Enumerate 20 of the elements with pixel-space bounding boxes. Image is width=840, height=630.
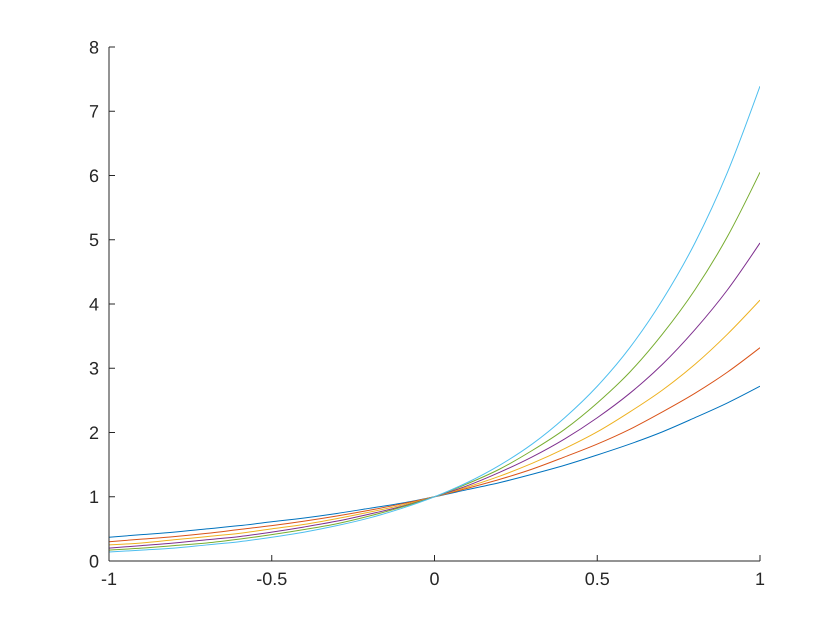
y-tick-label: 3 — [88, 358, 99, 379]
y-tick-label: 8 — [88, 37, 99, 58]
line-series — [109, 300, 760, 546]
x-tick-label: 0.5 — [584, 568, 610, 589]
x-tick-label: -0.5 — [256, 568, 288, 589]
line-series — [109, 172, 760, 551]
x-tick-label: -1 — [100, 568, 118, 589]
y-tick-label: 4 — [88, 294, 99, 314]
y-tick-label: 6 — [88, 166, 99, 186]
line-series — [109, 242, 760, 549]
y-tick-label: 7 — [88, 102, 99, 122]
y-tick-label: 0 — [88, 551, 99, 572]
y-tick-label: 5 — [88, 230, 99, 250]
y-tick-label: 1 — [88, 487, 99, 508]
line-series — [109, 386, 760, 538]
line-series — [109, 347, 760, 542]
x-tick-label: 1 — [754, 568, 766, 589]
y-tick-label: 2 — [88, 422, 99, 443]
line-series — [109, 86, 760, 553]
x-tick-label: 0 — [429, 568, 440, 589]
